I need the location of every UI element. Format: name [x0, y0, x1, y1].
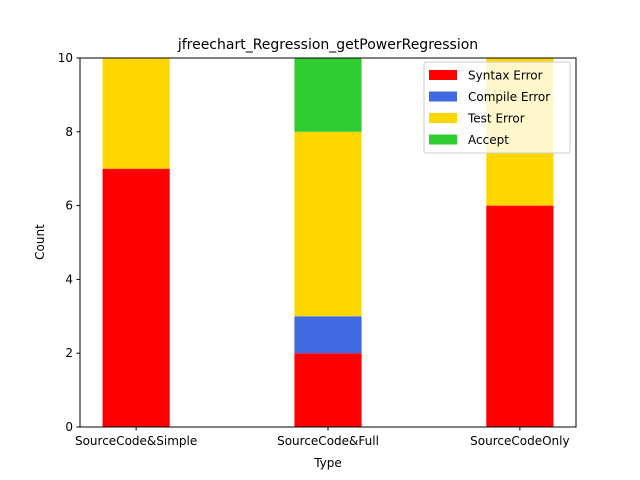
y-tick-label: 10	[58, 51, 73, 65]
y-axis-label: Count	[33, 224, 47, 260]
y-axis-ticks: 0 2 4 6 8 10	[58, 51, 80, 434]
x-tick-label: SourceCode&Simple	[75, 434, 197, 448]
bar-segment	[294, 58, 362, 132]
x-axis-label: Type	[313, 456, 342, 470]
bar-segment	[486, 205, 554, 427]
y-tick-label: 6	[65, 199, 73, 213]
x-tick-label: SourceCode&Full	[277, 434, 379, 448]
legend-swatch	[429, 91, 457, 102]
bars-layer	[102, 58, 554, 427]
legend-label: Accept	[468, 133, 509, 147]
bar-segment	[294, 131, 362, 317]
bar-segment	[102, 58, 170, 169]
legend-swatch	[429, 113, 457, 123]
legend-box	[423, 61, 571, 154]
y-tick-label: 2	[65, 346, 73, 360]
y-tick-label: 4	[65, 272, 73, 286]
legend-label: Syntax Error	[468, 69, 543, 83]
y-tick-label: 8	[65, 125, 73, 139]
chart-title: jfreechart_Regression_getPowerRegression	[177, 37, 478, 53]
x-axis-ticks: SourceCode&Simple SourceCode&Full SourceCo…	[75, 427, 570, 448]
legend: Syntax Error Compile Error Test Error Accep…	[423, 61, 571, 154]
legend-label: Test Error	[467, 112, 525, 126]
legend-label: Compile Error	[468, 90, 550, 104]
y-tick-label: 0	[65, 420, 73, 434]
bar-segment	[294, 316, 362, 354]
legend-swatch	[429, 134, 457, 145]
x-tick-label: SourceCodeOnly	[470, 434, 569, 448]
bar-segment	[294, 353, 362, 427]
bar-segment	[102, 168, 170, 427]
legend-swatch	[429, 70, 457, 80]
